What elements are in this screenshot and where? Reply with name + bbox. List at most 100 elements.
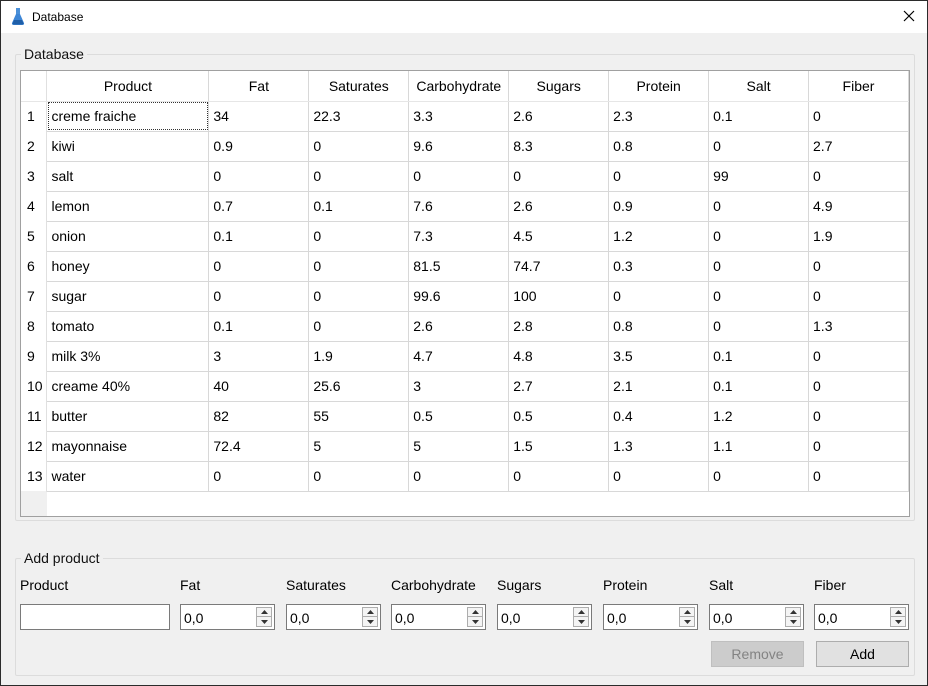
spin-down-icon[interactable]: [785, 617, 801, 627]
cell-saturates[interactable]: 22.3: [308, 101, 410, 132]
spin-down-icon[interactable]: [362, 617, 378, 627]
cell-carbohydrate[interactable]: 0.5: [408, 401, 510, 432]
cell-salt[interactable]: 0: [708, 191, 810, 222]
saturates-spinbox[interactable]: 0,0: [286, 604, 381, 630]
cell-saturates[interactable]: 0: [308, 161, 410, 192]
spin-down-icon[interactable]: [573, 617, 589, 627]
cell-fiber[interactable]: 0: [808, 251, 909, 282]
spin-up-icon[interactable]: [362, 607, 378, 617]
close-button[interactable]: [891, 1, 927, 33]
cell-fiber[interactable]: 0: [808, 281, 909, 312]
row-number[interactable]: 10: [21, 371, 48, 401]
table-row[interactable]: 5 onion 0.1 0 7.3 4.5 1.2 0 1.9: [21, 221, 909, 252]
cell-protein[interactable]: 0.8: [608, 311, 710, 342]
product-name-input[interactable]: [20, 604, 170, 630]
cell-sugars[interactable]: 74.7: [508, 251, 610, 282]
cell-saturates[interactable]: 0: [308, 131, 410, 162]
row-number[interactable]: 7: [21, 281, 48, 311]
cell-product[interactable]: salt: [46, 161, 210, 192]
cell-fiber[interactable]: 0: [808, 401, 909, 432]
row-number[interactable]: 1: [21, 101, 48, 131]
table-row[interactable]: 8 tomato 0.1 0 2.6 2.8 0.8 0 1.3: [21, 311, 909, 342]
cell-fat[interactable]: 40: [208, 371, 310, 402]
cell-sugars[interactable]: 2.7: [508, 371, 610, 402]
cell-protein[interactable]: 0: [608, 281, 710, 312]
spin-up-icon[interactable]: [679, 607, 695, 617]
fiber-spinbox[interactable]: 0,0: [814, 604, 909, 630]
cell-salt[interactable]: 0: [708, 281, 810, 312]
cell-sugars[interactable]: 2.6: [508, 101, 610, 132]
spin-down-icon[interactable]: [467, 617, 483, 627]
cell-sugars[interactable]: 8.3: [508, 131, 610, 162]
cell-fat[interactable]: 0: [208, 461, 310, 492]
cell-sugars[interactable]: 100: [508, 281, 610, 312]
cell-fiber[interactable]: 2.7: [808, 131, 909, 162]
cell-sugars[interactable]: 2.6: [508, 191, 610, 222]
cell-product[interactable]: onion: [46, 221, 210, 252]
cell-carbohydrate[interactable]: 4.7: [408, 341, 510, 372]
cell-sugars[interactable]: 4.8: [508, 341, 610, 372]
spin-down-icon[interactable]: [890, 617, 906, 627]
row-number[interactable]: 11: [21, 401, 48, 431]
cell-sugars[interactable]: 1.5: [508, 431, 610, 462]
cell-protein[interactable]: 0: [608, 461, 710, 492]
table-row[interactable]: 12 mayonnaise 72.4 5 5 1.5 1.3 1.1 0: [21, 431, 909, 462]
cell-fiber[interactable]: 0: [808, 431, 909, 462]
cell-carbohydrate[interactable]: 99.6: [408, 281, 510, 312]
cell-product[interactable]: creme fraiche: [46, 101, 210, 132]
cell-sugars[interactable]: 2.8: [508, 311, 610, 342]
cell-carbohydrate[interactable]: 2.6: [408, 311, 510, 342]
row-number[interactable]: 13: [21, 461, 48, 491]
fiber-value[interactable]: 0,0: [818, 610, 838, 626]
cell-saturates[interactable]: 0: [308, 281, 410, 312]
cell-product[interactable]: honey: [46, 251, 210, 282]
cell-carbohydrate[interactable]: 81.5: [408, 251, 510, 282]
spin-up-icon[interactable]: [785, 607, 801, 617]
row-number[interactable]: 5: [21, 221, 48, 251]
salt-spinbox[interactable]: 0,0: [709, 604, 804, 630]
spin-up-icon[interactable]: [256, 607, 272, 617]
column-header-saturates[interactable]: Saturates: [308, 71, 410, 102]
cell-saturates[interactable]: 1.9: [308, 341, 410, 372]
table-row[interactable]: 1 creme fraiche 34 22.3 3.3 2.6 2.3 0.1 0: [21, 101, 909, 132]
cell-carbohydrate[interactable]: 9.6: [408, 131, 510, 162]
cell-carbohydrate[interactable]: 3.3: [408, 101, 510, 132]
cell-protein[interactable]: 1.2: [608, 221, 710, 252]
cell-salt[interactable]: 0: [708, 131, 810, 162]
table-row[interactable]: 9 milk 3% 3 1.9 4.7 4.8 3.5 0.1 0: [21, 341, 909, 372]
column-header-fat[interactable]: Fat: [208, 71, 310, 102]
cell-product[interactable]: tomato: [46, 311, 210, 342]
sugars-value[interactable]: 0,0: [501, 610, 521, 626]
row-number[interactable]: 8: [21, 311, 48, 341]
remove-button[interactable]: Remove: [711, 641, 804, 667]
cell-fiber[interactable]: 0: [808, 341, 909, 372]
cell-carbohydrate[interactable]: 0: [408, 461, 510, 492]
cell-carbohydrate[interactable]: 7.3: [408, 221, 510, 252]
cell-carbohydrate[interactable]: 7.6: [408, 191, 510, 222]
cell-salt[interactable]: 0: [708, 221, 810, 252]
table-row[interactable]: 7 sugar 0 0 99.6 100 0 0 0: [21, 281, 909, 312]
cell-sugars[interactable]: 4.5: [508, 221, 610, 252]
cell-protein[interactable]: 0: [608, 161, 710, 192]
spin-up-icon[interactable]: [467, 607, 483, 617]
cell-saturates[interactable]: 0: [308, 221, 410, 252]
table-row[interactable]: 6 honey 0 0 81.5 74.7 0.3 0 0: [21, 251, 909, 282]
cell-fat[interactable]: 34: [208, 101, 310, 132]
cell-saturates[interactable]: 0: [308, 251, 410, 282]
row-number[interactable]: 3: [21, 161, 48, 191]
cell-fiber[interactable]: 1.3: [808, 311, 909, 342]
table-row[interactable]: 13 water 0 0 0 0 0 0 0: [21, 461, 909, 492]
spin-down-icon[interactable]: [679, 617, 695, 627]
cell-fat[interactable]: 0: [208, 281, 310, 312]
cell-product[interactable]: milk 3%: [46, 341, 210, 372]
cell-fat[interactable]: 3: [208, 341, 310, 372]
cell-product[interactable]: water: [46, 461, 210, 492]
cell-product[interactable]: lemon: [46, 191, 210, 222]
table-row[interactable]: 10 creame 40% 40 25.6 3 2.7 2.1 0.1 0: [21, 371, 909, 402]
cell-protein[interactable]: 0.4: [608, 401, 710, 432]
cell-fiber[interactable]: 1.9: [808, 221, 909, 252]
cell-saturates[interactable]: 0: [308, 461, 410, 492]
cell-protein[interactable]: 1.3: [608, 431, 710, 462]
cell-carbohydrate[interactable]: 3: [408, 371, 510, 402]
cell-salt[interactable]: 0: [708, 311, 810, 342]
